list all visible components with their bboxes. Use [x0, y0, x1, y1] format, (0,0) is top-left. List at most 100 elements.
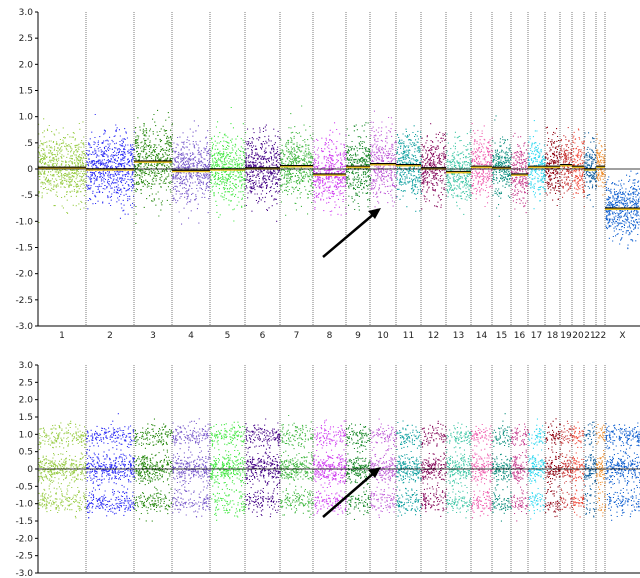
chromosome-22-points [596, 423, 607, 517]
x-tick-label-19: 19 [560, 331, 572, 341]
chromosome-7-scatter [280, 105, 315, 216]
chromosome-4-points [172, 120, 211, 225]
x-tick-label-2: 2 [107, 331, 113, 341]
chromosome-3-points [134, 109, 174, 224]
y-tick-label: -2.0 [15, 534, 33, 544]
x-tick-label-16: 16 [514, 331, 526, 341]
chromosome-3-points [134, 418, 174, 522]
chromosome-16-points [511, 132, 529, 214]
x-tick-label-21: 21 [584, 331, 595, 341]
y-tick-label: 1.5 [19, 413, 33, 423]
chromosome-17-scatter [528, 120, 546, 210]
chromosome-2-points [86, 413, 135, 519]
y-tick-label: -2.0 [15, 270, 33, 280]
chromosome-9-points [346, 122, 372, 211]
arrow-shaft [322, 212, 376, 258]
chromosome-19-scatter [560, 127, 574, 198]
chromosome-6-points [245, 124, 282, 222]
chromosome-22-points [596, 110, 606, 196]
y-tick-label: -2.5 [15, 552, 33, 562]
chromosome-13-points [446, 422, 473, 519]
x-tick-label-22: 22 [595, 331, 606, 341]
x-tick-label-6: 6 [260, 331, 266, 341]
x-tick-label-7: 7 [294, 331, 300, 341]
x-tick-label-12: 12 [428, 331, 439, 341]
x-tick-label-1: 1 [59, 331, 65, 341]
x-tick-label-X: X [619, 331, 625, 341]
y-tick-label: -1.5 [15, 517, 33, 527]
chromosome-15-points [492, 413, 512, 522]
chromosome-4-scatter [172, 120, 211, 225]
chromosome-boundaries [85, 12, 606, 326]
chromosome-10-points [370, 110, 398, 213]
chromosome-20-points [572, 128, 586, 208]
chromosome-9-points [346, 423, 371, 520]
chromosome-16-points [511, 423, 530, 522]
chromosome-20-scatter [572, 421, 585, 518]
x-tick-label-8: 8 [327, 331, 333, 341]
segment-lines [38, 160, 640, 210]
y-tick-label: 3.0 [19, 8, 34, 18]
chromosome-17-points [528, 120, 546, 210]
chromosome-7-points [280, 414, 315, 518]
y-tick-label: 1.0 [19, 113, 34, 123]
x-tick-label-11: 11 [403, 331, 414, 341]
annotation-arrow [322, 208, 381, 258]
arrow-head [368, 467, 381, 478]
top-panel-log-ratio-plot: 3.0 2.5 2.0 1.5 1.0 .5 0 -.5 -1.0 -1.5 -2.0 -2.5 -3.… [15, 8, 640, 341]
chromosome-1-points [38, 420, 87, 519]
chromosome-11-points [396, 420, 422, 517]
chromosome-X-points [605, 422, 640, 521]
chromosome-5-points [210, 106, 247, 222]
x-tick-label-17: 17 [531, 331, 542, 341]
x-tick-label-9: 9 [355, 331, 361, 341]
chromosome-1-scatter [38, 420, 87, 519]
chromosome-14-scatter [471, 423, 493, 519]
chromosome-18-scatter [545, 418, 561, 518]
data-points [38, 105, 640, 250]
chromosome-21-points [584, 421, 598, 518]
x-tick-label-10: 10 [377, 331, 389, 341]
y-tick-label: -1.0 [15, 500, 33, 510]
y-tick-label: -3.0 [15, 322, 33, 332]
data-points [38, 413, 640, 522]
x-tick-label-13: 13 [453, 331, 464, 341]
chromosome-12-points [421, 123, 447, 210]
y-tick-label: 3.0 [19, 361, 34, 371]
chromosome-2-scatter [86, 113, 135, 219]
chromosome-10-scatter [370, 418, 398, 518]
chromosome-19-scatter [560, 420, 573, 510]
chromosome-16-scatter [511, 132, 529, 214]
x-tick-label-4: 4 [188, 331, 194, 341]
chromosome-14-points [471, 423, 493, 519]
chromosome-5-points [210, 421, 247, 521]
chromosome-15-points [492, 115, 512, 217]
chromosome-1-scatter [38, 118, 88, 224]
chromosome-9-scatter [346, 122, 372, 211]
chromosome-15-scatter [492, 115, 512, 217]
chromosome-2-points [86, 113, 135, 219]
chromosome-4-scatter [172, 418, 211, 518]
chromosome-7-scatter [280, 414, 315, 518]
chromosome-14-scatter [471, 123, 493, 208]
chromosome-13-scatter [446, 422, 473, 519]
x-tick-label-18: 18 [547, 331, 559, 341]
y-tick-label: 0 [27, 165, 33, 175]
y-tick-label: 1.0 [19, 430, 34, 440]
chromosome-3-scatter [134, 418, 174, 522]
x-tick-label-14: 14 [476, 331, 488, 341]
x-tick-label-20: 20 [572, 331, 584, 341]
chromosome-20-scatter [572, 128, 586, 208]
chromosome-14-points [471, 123, 493, 208]
chromosome-X-scatter [605, 422, 640, 521]
y-tick-label: -1.5 [15, 244, 33, 254]
chromosome-22-scatter [596, 423, 607, 517]
chromosome-3-scatter [134, 109, 174, 224]
chromosome-12-scatter [421, 123, 447, 210]
y-tick-label: -.5 [21, 191, 33, 201]
y-tick-label: 2.0 [19, 396, 34, 406]
chromosome-10-scatter [370, 110, 398, 213]
chromosome-16-scatter [511, 423, 530, 522]
chromosome-6-points [245, 418, 281, 518]
chromosome-17-points [528, 418, 546, 520]
